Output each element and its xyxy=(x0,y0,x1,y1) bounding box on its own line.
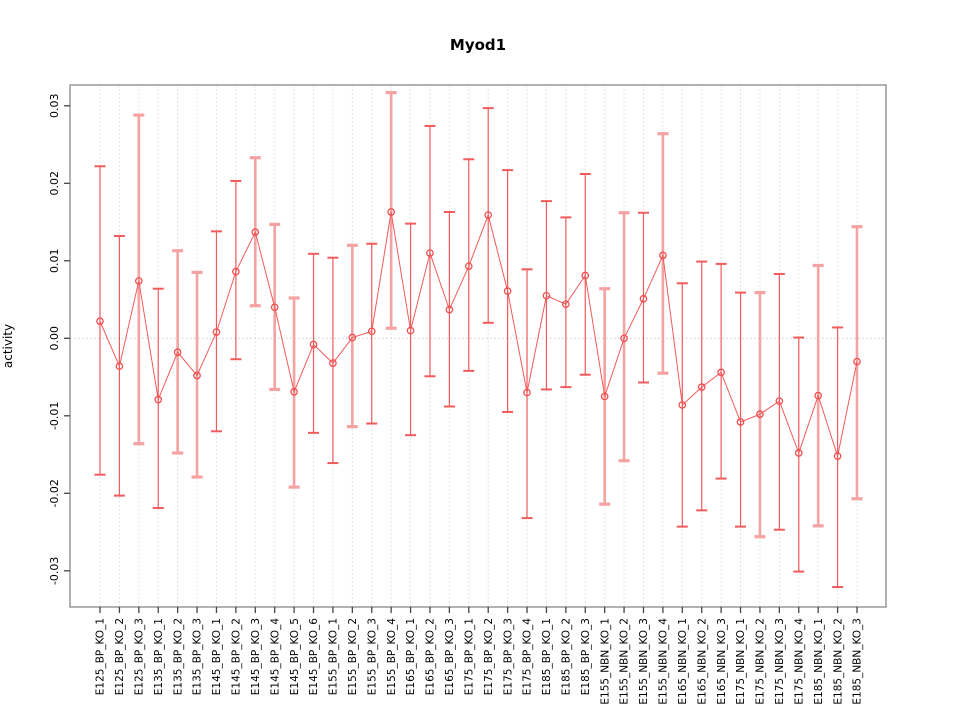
data-point-marker xyxy=(600,392,609,401)
data-point-marker xyxy=(309,340,318,349)
x-tick-label: E165_NBN_KO_1 xyxy=(677,618,689,705)
data-point-marker xyxy=(251,228,260,236)
x-tick-label: E185_NBN_KO_1 xyxy=(813,618,825,705)
data-point-marker xyxy=(853,357,861,366)
data-point-marker xyxy=(833,452,842,460)
data-point-marker xyxy=(173,348,182,357)
data-point-marker xyxy=(426,249,434,257)
y-tick-label: 0.02 xyxy=(48,171,61,196)
data-point-marker xyxy=(775,397,784,405)
x-tick-label: E175_BP_KO_4 xyxy=(522,618,534,696)
x-tick-label: E155_NBN_KO_1 xyxy=(599,618,611,705)
x-tick-label: E145_BP_KO_2 xyxy=(231,618,243,695)
data-point-marker xyxy=(484,211,493,219)
data-point-marker xyxy=(348,333,357,342)
data-point-marker xyxy=(523,388,531,397)
x-tick-label: E165_BP_KO_3 xyxy=(444,618,456,695)
data-point-marker xyxy=(756,410,764,419)
x-tick-label: E135_BP_KO_2 xyxy=(172,618,184,695)
data-point-marker xyxy=(794,449,803,457)
x-tick-label: E125_BP_KO_2 xyxy=(114,618,126,695)
data-point-marker xyxy=(814,391,823,400)
data-point-marker xyxy=(503,287,512,295)
x-tick-label: E145_BP_KO_6 xyxy=(308,618,320,696)
y-axis-title: activity xyxy=(1,323,15,369)
x-tick-label: E135_BP_KO_3 xyxy=(192,618,204,695)
data-point-marker xyxy=(581,271,590,280)
data-point-marker xyxy=(290,387,298,396)
data-point-marker xyxy=(697,383,706,391)
x-tick-label: E165_NBN_KO_3 xyxy=(716,618,728,705)
x-tick-label: E125_BP_KO_1 xyxy=(95,618,107,695)
data-point-marker xyxy=(232,267,240,276)
data-point-marker xyxy=(96,317,104,326)
x-tick-label: E145_BP_KO_1 xyxy=(211,618,223,695)
data-point-marker xyxy=(542,291,551,300)
x-tick-label: E175_BP_KO_2 xyxy=(483,618,495,695)
data-point-marker xyxy=(639,294,648,303)
y-tick-label: 0.00 xyxy=(48,326,61,351)
x-tick-label: E185_BP_KO_1 xyxy=(541,618,553,695)
x-tick-label: E185_NBN_KO_2 xyxy=(832,618,844,705)
data-point-marker xyxy=(329,359,337,367)
x-tick-label: E165_BP_KO_2 xyxy=(425,618,437,695)
x-tick-label: E155_NBN_KO_3 xyxy=(638,618,650,705)
x-tick-label: E145_BP_KO_3 xyxy=(250,618,262,695)
data-point-marker xyxy=(134,277,143,285)
x-tick-label: E185_BP_KO_2 xyxy=(561,618,573,695)
x-tick-label: E165_NBN_KO_2 xyxy=(696,618,708,705)
y-tick-label: -0.03 xyxy=(48,557,61,585)
data-point-marker xyxy=(367,327,376,336)
x-tick-label: E175_NBN_KO_3 xyxy=(774,618,786,705)
x-tick-label: E175_BP_KO_1 xyxy=(463,618,475,695)
x-tick-label: E185_BP_KO_3 xyxy=(580,618,592,695)
series-line xyxy=(99,211,858,459)
x-tick-label: E145_BP_KO_4 xyxy=(269,618,281,696)
data-point-marker xyxy=(193,371,201,380)
data-point-marker xyxy=(620,334,628,343)
data-point-marker xyxy=(464,262,473,271)
data-point-marker xyxy=(445,305,454,314)
x-tick-label: E155_BP_KO_3 xyxy=(366,618,378,695)
data-point-marker xyxy=(659,251,667,260)
x-tick-label: E155_NBN_KO_4 xyxy=(658,618,670,705)
data-point-marker xyxy=(115,362,124,371)
y-tick-label: 0.01 xyxy=(48,249,61,274)
x-tick-label: E185_NBN_KO_3 xyxy=(852,618,864,705)
y-tick-label: 0.03 xyxy=(48,94,61,119)
x-tick-label: E135_BP_KO_1 xyxy=(153,618,165,695)
x-tick-label: E155_BP_KO_4 xyxy=(386,618,398,696)
data-point-marker xyxy=(717,368,725,377)
data-point-marker xyxy=(154,395,163,404)
data-point-marker xyxy=(678,401,687,409)
x-tick-label: E175_BP_KO_3 xyxy=(502,618,514,695)
data-point-marker xyxy=(212,328,221,336)
data-point-marker xyxy=(561,300,570,309)
x-tick-label: E175_NBN_KO_4 xyxy=(793,618,805,705)
y-tick-label: -0.01 xyxy=(48,402,61,430)
data-point-marker xyxy=(387,208,396,216)
x-tick-label: E175_NBN_KO_1 xyxy=(735,618,747,705)
x-tick-label: E145_BP_KO_5 xyxy=(289,618,301,695)
x-tick-label: E125_BP_KO_3 xyxy=(133,618,145,695)
chart-title: Myod1 xyxy=(449,36,507,54)
x-tick-label: E155_NBN_KO_2 xyxy=(619,618,631,705)
data-point-marker xyxy=(736,418,745,426)
plot-border xyxy=(69,84,887,608)
data-point-marker xyxy=(406,326,415,335)
data-point-marker xyxy=(270,303,279,312)
x-tick-label: E175_NBN_KO_2 xyxy=(755,618,767,705)
x-tick-label: E165_BP_KO_1 xyxy=(405,618,417,695)
y-tick-label: -0.02 xyxy=(48,479,61,507)
x-tick-label: E155_BP_KO_2 xyxy=(347,618,359,695)
x-tick-label: E155_BP_KO_1 xyxy=(328,618,340,695)
